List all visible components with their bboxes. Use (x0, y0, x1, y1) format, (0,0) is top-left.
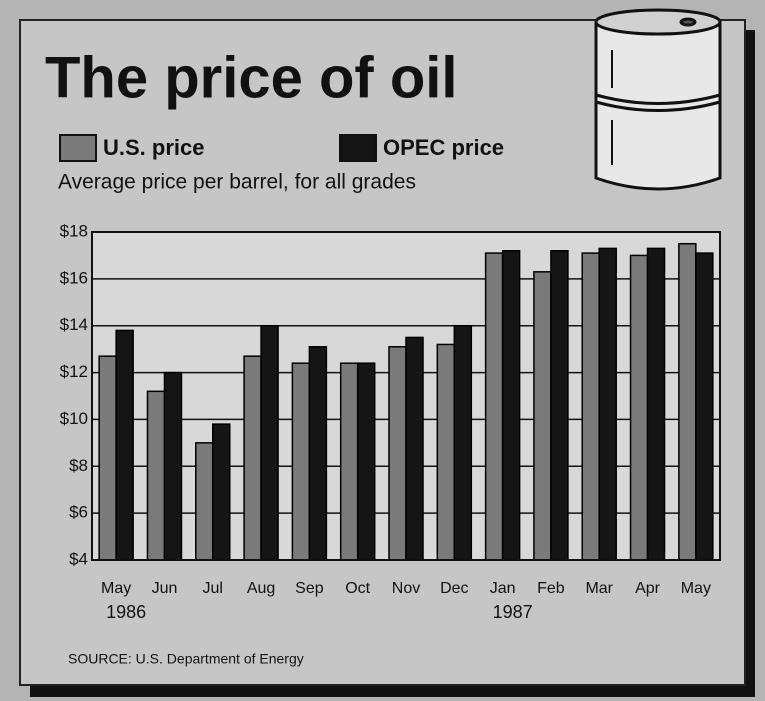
legend-label: U.S. price (103, 135, 204, 160)
chart: The price of oil Average price per barre… (0, 0, 765, 701)
bar (551, 251, 568, 560)
x-year-label: 1986 (106, 602, 146, 622)
bar (503, 251, 520, 560)
bar (534, 272, 551, 560)
x-year-label: 1987 (493, 602, 533, 622)
legend-swatch (60, 135, 96, 161)
x-tick-label: Jul (203, 580, 223, 597)
bar (261, 326, 278, 560)
x-tick-label: Apr (635, 580, 661, 597)
bar (437, 344, 454, 560)
x-tick-label: Jun (152, 580, 178, 597)
bar (406, 337, 423, 560)
source-note: SOURCE: U.S. Department of Energy (68, 651, 304, 667)
y-tick-label: $10 (60, 409, 88, 428)
bar (147, 391, 164, 560)
x-tick-label: Dec (440, 580, 468, 597)
bar (679, 244, 696, 560)
x-tick-label: May (681, 580, 711, 597)
y-tick-label: $16 (60, 268, 88, 287)
x-tick-label: Nov (392, 580, 420, 597)
bar (599, 248, 616, 560)
x-tick-label: May (101, 580, 131, 597)
x-tick-label: Oct (345, 580, 370, 597)
y-tick-label: $4 (69, 549, 88, 568)
bar (486, 253, 503, 560)
legend-label: OPEC price (383, 135, 504, 160)
bar (454, 326, 471, 560)
x-tick-label: Sep (295, 580, 324, 597)
bar (116, 330, 133, 560)
y-tick-label: $12 (60, 362, 88, 381)
x-tick-label: Aug (247, 580, 275, 597)
bar (164, 373, 181, 560)
x-tick-label: Jan (490, 580, 516, 597)
bar (389, 347, 406, 560)
chart-subtitle: Average price per barrel, for all grades (58, 171, 416, 194)
bar (341, 363, 358, 560)
y-tick-label: $6 (69, 503, 88, 522)
bar (99, 356, 116, 560)
bar (358, 363, 375, 560)
bar (213, 424, 230, 560)
bar (292, 363, 309, 560)
bar (244, 356, 261, 560)
bar (631, 255, 648, 560)
bar (648, 248, 665, 560)
y-tick-label: $8 (69, 456, 88, 475)
bar (196, 443, 213, 560)
bar (309, 347, 326, 560)
x-tick-label: Feb (537, 580, 565, 597)
legend-swatch (340, 135, 376, 161)
page: The price of oil Average price per barre… (0, 0, 765, 701)
y-tick-label: $14 (60, 315, 88, 334)
barrel-illustration (596, 10, 720, 189)
bar (582, 253, 599, 560)
bar (696, 253, 713, 560)
y-tick-label: $18 (60, 221, 88, 240)
chart-title: The price of oil (45, 45, 458, 110)
x-tick-label: Mar (585, 580, 613, 597)
